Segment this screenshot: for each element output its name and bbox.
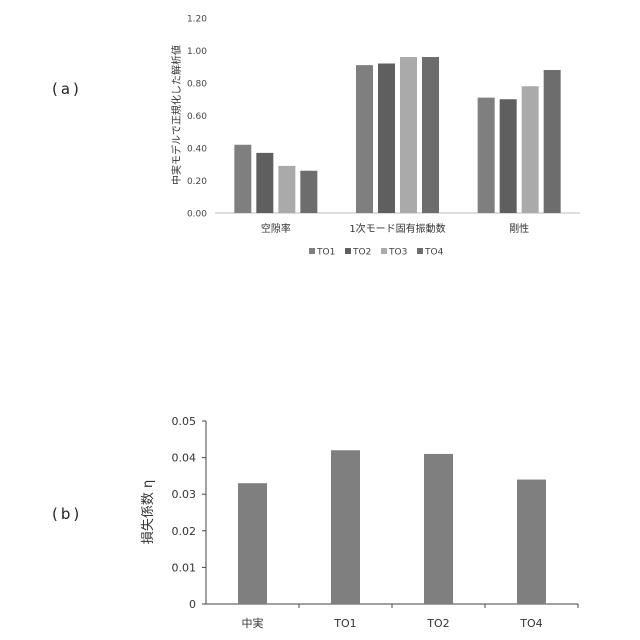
legend-label-to1: TO1: [316, 248, 335, 258]
bar-to2: [256, 152, 274, 213]
bar-to3: [400, 57, 417, 213]
y-tick-label: 0.00: [187, 210, 207, 220]
bar-to3: [521, 86, 539, 213]
y-tick-label: 0.60: [187, 112, 207, 122]
bar-to2: [378, 63, 395, 213]
x-tick-label: 空隙率: [261, 222, 291, 235]
bar-to1: [356, 65, 373, 213]
legend-swatch-to3: [381, 248, 387, 254]
y-tick-label: 0.40: [187, 145, 207, 155]
legend-label-to2: TO2: [352, 248, 371, 258]
legend-swatch-to4: [417, 248, 423, 254]
bar-to1: [234, 144, 252, 213]
x-tick-label: 剛性: [509, 222, 529, 235]
legend-label-to3: TO3: [388, 248, 407, 258]
y-tick-label: 0.20: [187, 177, 207, 187]
bar-to4: [300, 170, 318, 213]
panel-label-b: (b): [52, 505, 83, 523]
x-tick-label: 1次モード固有振動数: [349, 222, 445, 235]
y-tick-label: 1.20: [187, 15, 207, 25]
bar-to4: [543, 70, 561, 213]
bar-to2: [499, 99, 517, 213]
y-axis-label: 中実モデルで正規化した解析値: [170, 45, 183, 185]
y-tick-label: 1.00: [187, 47, 207, 57]
legend-swatch-to1: [309, 248, 315, 254]
legend-swatch-to2: [345, 248, 351, 254]
bar-to3: [278, 165, 296, 213]
legend-label-to4: TO4: [424, 248, 444, 258]
bar-to4: [422, 57, 439, 213]
y-tick-label: 0.80: [187, 80, 207, 90]
bar-to1: [477, 97, 495, 213]
panel-label-a: (a): [52, 80, 82, 98]
